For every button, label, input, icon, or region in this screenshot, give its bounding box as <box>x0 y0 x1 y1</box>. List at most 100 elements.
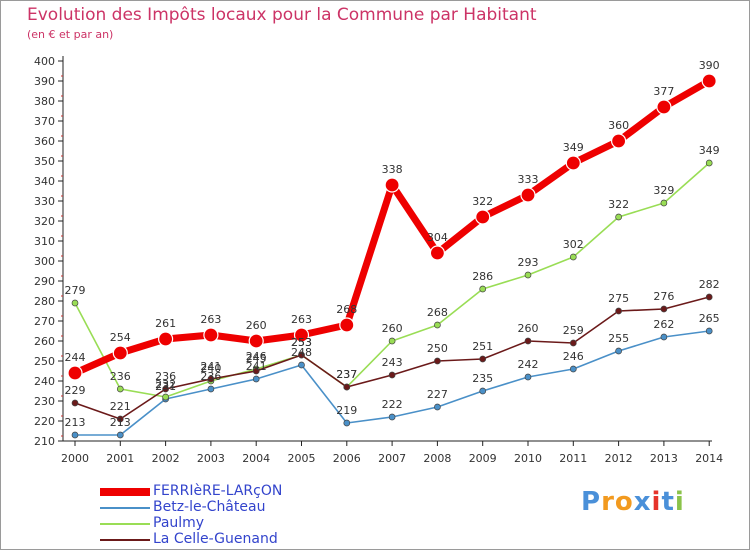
data-point <box>252 375 260 383</box>
data-point <box>207 375 215 383</box>
data-label: 222 <box>382 398 403 411</box>
data-point <box>660 305 668 313</box>
data-point <box>248 333 264 349</box>
x-tick-label: 2007 <box>378 452 406 465</box>
data-point <box>116 415 124 423</box>
legend-swatch <box>100 539 150 541</box>
data-label: 282 <box>699 278 720 291</box>
data-point <box>298 351 305 359</box>
chart-title: Evolution des Impôts locaux pour la Comm… <box>27 5 537 25</box>
data-point <box>116 385 124 393</box>
x-tick-label: 2014 <box>695 452 723 465</box>
logo-letter: P <box>581 487 602 517</box>
legend-label: Betz-le-Château <box>153 499 266 515</box>
data-point <box>524 271 532 279</box>
data-label: 253 <box>291 336 312 349</box>
legend-swatch <box>100 488 150 496</box>
data-point <box>524 337 532 345</box>
data-label: 246 <box>563 350 584 363</box>
logo-letter: t <box>661 487 675 517</box>
y-tick-label: 270 <box>34 315 55 328</box>
y-tick-label: 340 <box>34 175 55 188</box>
data-point <box>298 361 305 369</box>
data-point <box>71 431 79 439</box>
x-tick-label: 2012 <box>605 452 633 465</box>
data-label: 240 <box>200 362 221 375</box>
x-tick-label: 2005 <box>288 452 316 465</box>
data-point <box>339 317 355 333</box>
data-point <box>112 345 128 361</box>
legend-swatch <box>100 523 150 525</box>
data-label: 329 <box>653 184 674 197</box>
data-point <box>162 393 169 401</box>
y-tick-label: 260 <box>34 335 55 348</box>
y-tick-label: 400 <box>34 55 55 68</box>
data-label: 245 <box>246 352 267 365</box>
data-label: 275 <box>608 292 629 305</box>
data-point <box>479 355 487 363</box>
data-label: 286 <box>472 270 493 283</box>
data-label: 242 <box>518 358 539 371</box>
y-tick-label: 300 <box>34 255 55 268</box>
y-tick-label: 310 <box>34 235 55 248</box>
data-label: 231 <box>155 380 176 393</box>
data-label: 360 <box>608 119 629 132</box>
data-point <box>388 371 396 379</box>
data-point <box>388 413 396 421</box>
x-tick-label: 2006 <box>333 452 361 465</box>
x-tick-label: 2008 <box>423 452 451 465</box>
data-label: 235 <box>472 372 493 385</box>
data-point <box>343 419 351 427</box>
data-label: 259 <box>563 324 584 337</box>
data-label: 390 <box>699 59 720 72</box>
data-point <box>434 321 441 329</box>
data-point <box>203 327 219 343</box>
data-label: 265 <box>699 312 720 325</box>
data-point <box>660 199 668 207</box>
data-point <box>701 73 717 89</box>
logo-letter: o <box>614 487 634 517</box>
data-point <box>479 285 487 293</box>
logo-letter: i <box>651 487 662 517</box>
x-tick-label: 2001 <box>106 452 134 465</box>
data-label: 213 <box>65 416 86 429</box>
data-label: 333 <box>518 173 539 186</box>
data-label: 236 <box>110 370 131 383</box>
y-tick-label: 320 <box>34 215 55 228</box>
data-label: 229 <box>65 384 86 397</box>
logo-letter: x <box>633 487 652 517</box>
logo-letter: r <box>601 487 615 517</box>
x-tick-label: 2002 <box>152 452 180 465</box>
data-label: 377 <box>653 85 674 98</box>
x-tick-label: 2011 <box>559 452 587 465</box>
data-point <box>207 385 215 393</box>
data-point <box>660 333 668 341</box>
data-label: 254 <box>110 331 131 344</box>
proxiti-logo: Proxiti <box>581 487 685 517</box>
data-point <box>524 373 532 381</box>
data-label: 276 <box>653 290 674 303</box>
data-point <box>158 331 174 347</box>
data-point <box>610 133 627 149</box>
y-tick-label: 330 <box>34 195 55 208</box>
y-tick-label: 280 <box>34 295 55 308</box>
data-point <box>569 339 577 347</box>
data-label: 246 <box>246 350 267 363</box>
data-point <box>565 155 581 171</box>
data-label: 248 <box>291 346 312 359</box>
data-label: 244 <box>65 351 86 364</box>
x-tick-label: 2003 <box>197 452 225 465</box>
data-label: 213 <box>110 416 131 429</box>
data-point <box>615 307 622 315</box>
legend-label: La Celle-Guenand <box>153 531 278 547</box>
data-point <box>569 365 577 373</box>
x-tick-label: 2000 <box>61 452 89 465</box>
data-point <box>384 177 400 193</box>
y-tick-label: 220 <box>34 415 55 428</box>
data-label: 251 <box>472 340 493 353</box>
data-label: 302 <box>563 238 584 251</box>
data-label: 268 <box>336 303 357 316</box>
data-label: 241 <box>200 360 221 373</box>
